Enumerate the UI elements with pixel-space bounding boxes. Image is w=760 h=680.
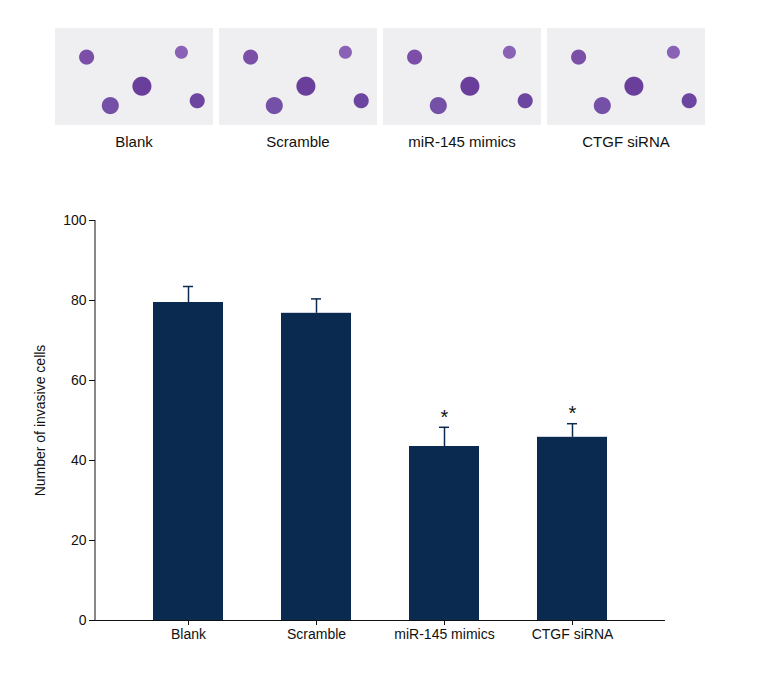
svg-text:*: * xyxy=(441,406,449,428)
html-text:miR-145 mimics: miR-145 mimics xyxy=(408,133,516,150)
html-text:CTGF siRNA: CTGF siRNA xyxy=(582,133,670,150)
html-text:Scramble: Scramble xyxy=(266,133,330,150)
svg-text:100: 100 xyxy=(63,212,87,228)
svg-text:Blank: Blank xyxy=(171,626,207,642)
svg-text:miR-145 mimics: miR-145 mimics xyxy=(394,626,494,642)
svg-text:0: 0 xyxy=(79,612,87,628)
html-text:Blank: Blank xyxy=(115,133,153,150)
svg-text:Scramble: Scramble xyxy=(287,626,346,642)
svg-text:Number of invasive cells: Number of invasive cells xyxy=(32,345,48,497)
svg-text:CTGF siRNA: CTGF siRNA xyxy=(532,626,614,642)
svg-text:20: 20 xyxy=(71,532,87,548)
svg-text:*: * xyxy=(569,402,577,424)
svg-text:60: 60 xyxy=(71,372,87,388)
svg-text:40: 40 xyxy=(71,452,87,468)
svg-text:80: 80 xyxy=(71,292,87,308)
